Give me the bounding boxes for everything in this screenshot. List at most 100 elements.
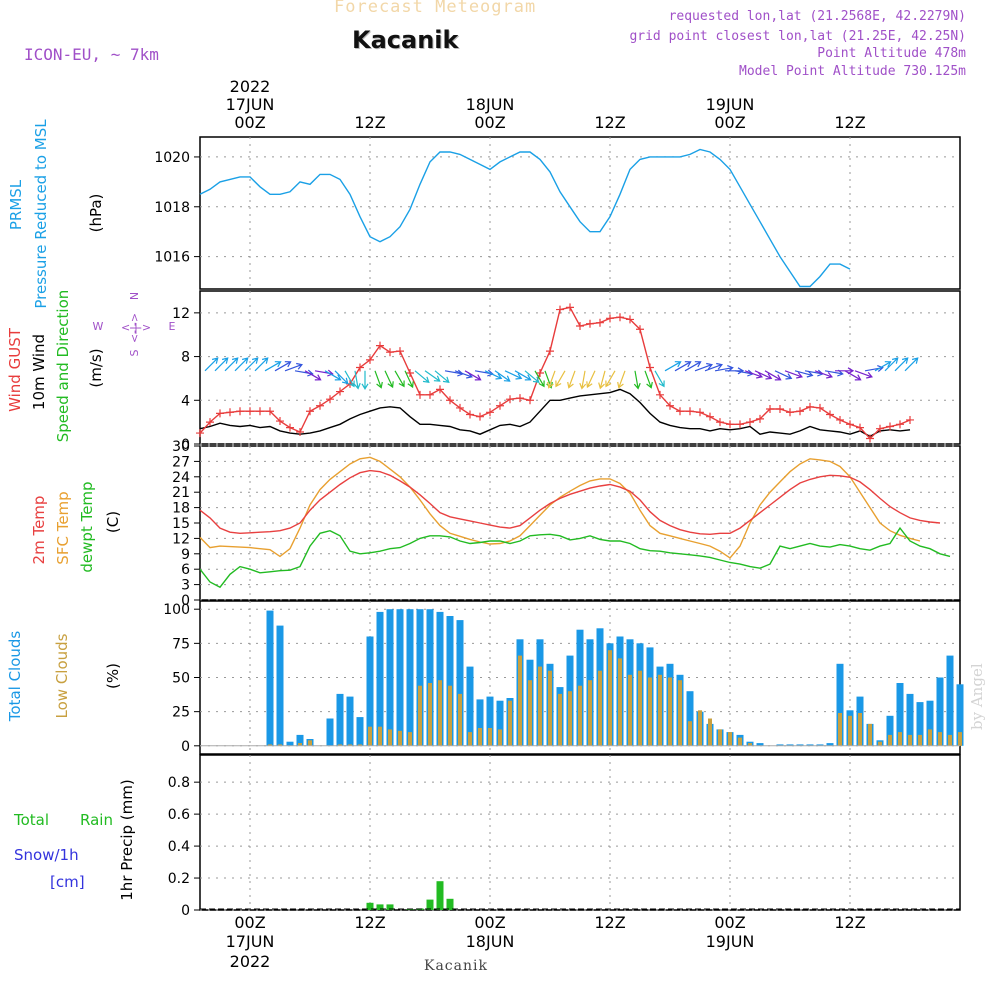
low-clouds-bar [948, 734, 952, 746]
snow-unit-label: [cm] [50, 873, 85, 891]
wind-direction-arrow [434, 370, 450, 384]
total-clouds-bar [336, 693, 344, 746]
gust-point [226, 408, 234, 417]
bottom-hour-label: 00Z [474, 913, 505, 932]
gust-point [726, 420, 734, 429]
pressure-line [199, 148, 851, 288]
gust-point [776, 405, 784, 414]
low-clouds-bar [678, 680, 682, 746]
ytick-label-temperature: 12 [172, 531, 190, 547]
pressure-unit: (hPa) [87, 194, 105, 233]
low-clouds-bar [568, 691, 572, 746]
gust-point [666, 401, 674, 410]
low-clouds-bar [638, 670, 642, 746]
gust-point [336, 387, 344, 396]
wind-direction-arrow [674, 361, 692, 372]
wind-direction-arrow [547, 370, 556, 389]
low-clouds-bar [628, 674, 632, 746]
low-clouds-bar [558, 693, 562, 746]
gust-point [546, 347, 554, 356]
total-clouds-bar [366, 636, 374, 746]
ytick-label-temperature: 21 [172, 485, 190, 501]
low-clouds-bar [298, 743, 302, 746]
total-clouds-bar [356, 717, 364, 746]
gust-point [306, 407, 314, 416]
low-clouds-bar [838, 713, 842, 746]
rain-bar [386, 904, 394, 910]
wind-direction-arrow [605, 370, 616, 388]
wind-direction-arrow [264, 361, 282, 372]
low-clouds-bar [658, 674, 662, 746]
wind-direction-arrow [361, 370, 369, 390]
total-clouds-bar [756, 743, 764, 746]
total-clouds-bar [486, 696, 494, 746]
low-clouds-bar [498, 729, 502, 746]
compass-w: W [93, 320, 104, 333]
wind-direction-arrow [394, 370, 405, 388]
gust-point [206, 418, 214, 427]
panel-frame-precip [199, 754, 961, 911]
low-clouds-bar [578, 685, 582, 746]
top-day-label: 18JUN [466, 95, 515, 114]
clouds-unit: (%) [104, 663, 122, 689]
wind-gust-label: Wind GUST [6, 327, 24, 412]
low-clouds-bar [278, 744, 282, 746]
gridpoint-coords: grid point closest lon,lat (21.25E, 42.2… [629, 29, 966, 44]
gust-point [556, 305, 564, 314]
low-clouds-bar [528, 680, 532, 746]
low-clouds-bar [708, 718, 712, 746]
low-clouds-bar [908, 734, 912, 746]
bottom-hour-label: 12Z [354, 913, 385, 932]
point-altitude: Point Altitude 478m [817, 46, 966, 61]
gust-point [246, 407, 254, 416]
wind-direction-arrow [744, 370, 764, 379]
wind-direction-arrow [274, 361, 292, 372]
total-clouds-bar [946, 655, 954, 746]
wind-direction-arrow [454, 370, 474, 379]
gust-point [736, 420, 744, 429]
gust-point [466, 410, 474, 419]
wind-speed-line [199, 388, 911, 438]
ytick-label-temperature: 30 [172, 439, 190, 455]
ytick-label-temperature: 27 [172, 454, 190, 470]
low-clouds-bar [958, 732, 962, 746]
ytick-label-temperature: 3 [181, 578, 190, 594]
gust-point [476, 412, 484, 421]
ytick-label-clouds: 100 [163, 602, 190, 618]
pressure-label-2: Pressure Reduced to MSL [32, 119, 50, 309]
total-clouds-bar [926, 700, 934, 746]
wind-direction-arrow [524, 370, 540, 384]
ytick-label-clouds: 50 [172, 671, 190, 687]
wind-direction-arrow [214, 357, 229, 372]
wind-direction-arrow [684, 361, 702, 372]
gust-point [366, 355, 374, 364]
low-clouds-bar [338, 744, 342, 746]
wind-direction-arrow [464, 370, 482, 381]
ytick-label-pressure: 1016 [154, 250, 190, 266]
gust-point [386, 348, 394, 357]
sfc-temp-line [199, 456, 921, 559]
wind-direction-label: Speed and Direction [54, 290, 72, 443]
wind-direction-arrow [644, 370, 653, 389]
gust-point [446, 396, 454, 405]
low-clouds-bar [488, 728, 492, 746]
pressure-label-1: PRMSL [7, 179, 25, 230]
ytick-label-clouds: 75 [172, 636, 190, 652]
requested-coords: requested lon,lat (21.2568E, 42.2279N) [668, 9, 966, 24]
low-clouds-bar [728, 732, 732, 746]
top-hour-label: 12Z [354, 113, 385, 132]
dewpt-temp-label: dewpt Temp [78, 481, 96, 572]
wind-direction-arrow [414, 370, 430, 384]
gust-point [576, 321, 584, 330]
low-clouds-bar [928, 729, 932, 746]
wind-direction-arrow [598, 370, 606, 390]
low-clouds-bar [878, 741, 882, 746]
low-clouds-bar [548, 670, 552, 746]
gust-point [536, 368, 544, 377]
snow-label: Snow/1h [14, 846, 79, 864]
wind-direction-arrow [874, 361, 892, 372]
gust-point [356, 363, 364, 372]
gust-point [886, 422, 894, 431]
gust-point [706, 412, 714, 421]
rain-bar [376, 904, 384, 910]
